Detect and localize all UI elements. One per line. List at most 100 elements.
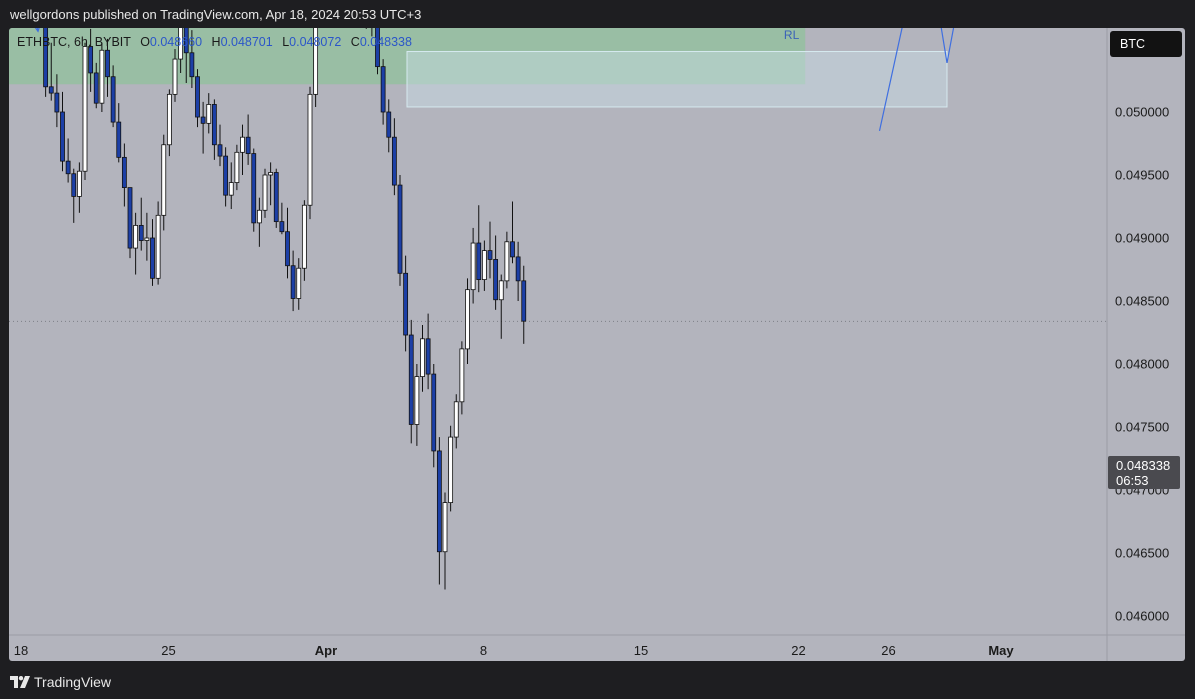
bear-candle-body <box>425 338 431 375</box>
candle <box>82 42 88 181</box>
candle <box>116 103 122 163</box>
y-tick-label: 0.048000 <box>1115 357 1169 372</box>
candle <box>504 231 510 289</box>
bull-candle-body <box>206 104 212 124</box>
bull-candle-body <box>414 376 420 425</box>
candle <box>279 202 285 235</box>
bull-candle-body <box>82 46 88 172</box>
candle <box>200 101 206 154</box>
footer-brand[interactable]: TradingView <box>34 674 112 690</box>
bear-candle-body <box>476 242 482 280</box>
bull-candle-body <box>228 182 234 196</box>
symbol-label[interactable]: ETHBTC, 6h, BYBIT <box>17 35 131 49</box>
bear-candle-body <box>521 280 527 322</box>
candle <box>54 74 60 128</box>
candle <box>391 118 397 196</box>
close-label: C <box>350 35 360 49</box>
bear-candle-body <box>493 259 499 301</box>
candle <box>431 364 437 468</box>
candle <box>487 221 493 279</box>
bear-candle-body <box>121 156 127 189</box>
y-tick-label: 0.046000 <box>1115 609 1169 624</box>
bull-candle-body <box>234 151 240 183</box>
candle <box>386 99 392 153</box>
x-tick-label: 26 <box>881 643 895 658</box>
bear-candle-body <box>431 373 437 452</box>
candle <box>105 38 110 97</box>
bear-candle-body <box>408 334 414 425</box>
bear-candle-body <box>65 160 71 175</box>
bear-candle-body <box>251 153 257 224</box>
candle <box>476 205 482 293</box>
candle <box>65 138 71 183</box>
bear-candle-body <box>195 76 200 118</box>
candle <box>313 28 319 107</box>
bear-candle-body <box>71 173 77 197</box>
candle <box>307 86 313 220</box>
candle <box>183 28 189 84</box>
candle <box>251 148 257 232</box>
x-tick-label: Apr <box>315 643 337 658</box>
bear-candle-body <box>279 221 285 233</box>
bull-candle-body <box>166 93 172 146</box>
candle <box>493 235 499 310</box>
bear-candle-body <box>380 66 386 113</box>
bear-candle-body <box>54 92 60 113</box>
candle <box>436 437 442 585</box>
candle <box>414 364 420 446</box>
candle <box>217 124 223 167</box>
bull-candle-body <box>307 93 313 206</box>
y-tick-label: 0.047500 <box>1115 420 1169 435</box>
candle <box>459 341 465 415</box>
currency-button[interactable]: BTC <box>1110 31 1182 57</box>
open-label: O <box>140 35 150 49</box>
chart-pane[interactable]: EQRL0.0545000.0540000.0535000.0530000.05… <box>9 28 1185 661</box>
candle <box>138 197 144 251</box>
candle <box>234 144 240 191</box>
bull-candle-body <box>155 214 161 279</box>
bear-candle-body <box>43 28 49 88</box>
last-price-value: 0.048338 <box>1116 458 1171 473</box>
candle <box>240 124 245 175</box>
y-tick-label: 0.046500 <box>1115 546 1169 561</box>
bear-candle-body <box>138 224 144 241</box>
bear-candle-body <box>515 256 521 282</box>
bull-candle-body <box>465 289 470 350</box>
candle <box>71 168 77 223</box>
candle <box>256 197 262 247</box>
bull-candle-body <box>313 28 319 95</box>
candle <box>290 250 296 312</box>
low-value: 0.048072 <box>289 35 342 49</box>
candle <box>521 265 527 344</box>
candle <box>380 59 386 125</box>
bull-candle-body <box>262 174 268 211</box>
bear-candle-body <box>217 144 223 157</box>
bear-candle-body <box>127 187 133 249</box>
candle <box>470 227 476 304</box>
candle <box>155 201 161 285</box>
chart-canvas[interactable]: EQRL0.0545000.0540000.0535000.0530000.05… <box>9 28 1185 661</box>
projection-path <box>878 28 955 132</box>
bear-candle-body <box>189 52 195 78</box>
candle <box>195 69 200 128</box>
tradingview-logo-icon[interactable] <box>10 676 30 688</box>
candle <box>296 258 302 310</box>
x-tick-label: 8 <box>480 643 487 658</box>
bull-candle-body <box>133 224 139 249</box>
bull-candle-body <box>240 136 245 153</box>
close-value: 0.048338 <box>359 35 412 49</box>
bear-candle-body <box>110 76 116 123</box>
candle <box>60 91 65 172</box>
candle <box>133 212 139 275</box>
candle <box>48 42 54 101</box>
bear-candle-body <box>290 265 296 299</box>
candle <box>273 168 279 228</box>
candle <box>189 30 195 89</box>
candle <box>127 187 133 259</box>
bear-candle-body <box>93 72 99 104</box>
bear-candle-body <box>375 28 380 68</box>
candle <box>515 241 521 301</box>
bull-candle-body <box>481 250 487 280</box>
bear-candle-body <box>391 136 397 186</box>
candle <box>397 175 403 286</box>
